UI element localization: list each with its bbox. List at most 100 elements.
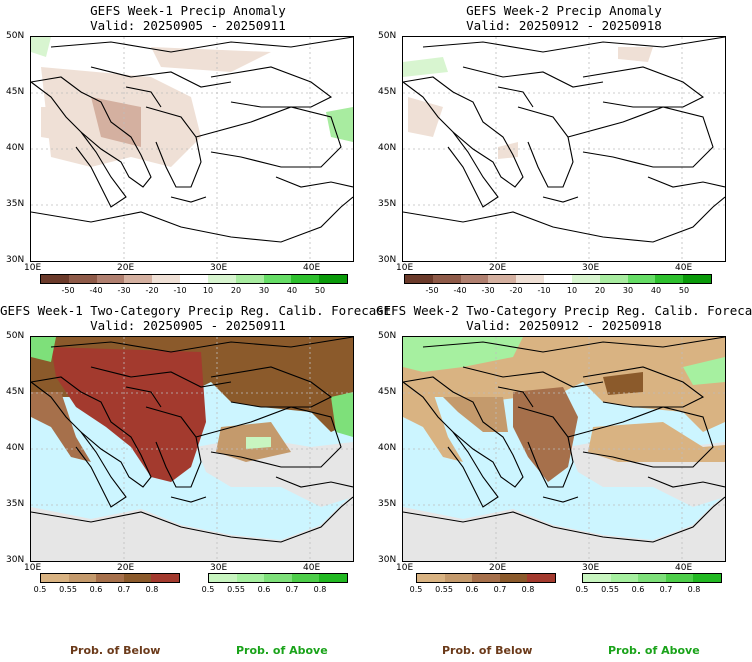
anomaly-colorbar xyxy=(404,274,712,284)
colorbar-tick-label: -30 xyxy=(117,286,131,295)
colorbar-swatch xyxy=(209,574,237,582)
colorbar-tick-label: -10 xyxy=(537,286,551,295)
colorbar-swatch xyxy=(472,574,500,582)
colorbar-swatch xyxy=(488,275,517,283)
lon-label: 20E xyxy=(489,263,507,273)
colorbar-swatch xyxy=(151,574,179,582)
lat-label: 35N xyxy=(378,499,397,509)
colorbar-swatch xyxy=(96,275,125,283)
probability-map xyxy=(402,336,726,562)
lat-label: 50N xyxy=(378,31,397,41)
colorbar-swatch xyxy=(180,275,208,283)
colorbar-swatch xyxy=(96,574,124,582)
panel-valid: Valid: 20250905 - 20250911 xyxy=(90,318,286,333)
colorbar-tick-label: 0.55 xyxy=(227,585,245,594)
lat-label: 50N xyxy=(378,331,397,341)
panel-title: GEFS Week-2 Two-Category Precip Reg. Cal… xyxy=(376,303,752,318)
lat-label: 30N xyxy=(378,255,397,265)
colorbar-tick-label: 0.6 xyxy=(465,585,479,594)
colorbar-swatch xyxy=(41,275,69,283)
lat-label: 40N xyxy=(378,143,397,153)
colorbar-swatch xyxy=(207,275,236,283)
colorbar-swatch xyxy=(683,275,711,283)
lat-label: 35N xyxy=(6,199,25,209)
colorbar-swatch xyxy=(68,574,97,582)
panel-valid: Valid: 20250912 - 20250918 xyxy=(466,18,662,33)
lat-label: 50N xyxy=(6,331,25,341)
colorbar-swatch xyxy=(544,275,572,283)
lon-label: 10E xyxy=(396,563,414,573)
colorbar-swatch xyxy=(693,574,721,582)
prob-below-title: Prob. of Below xyxy=(70,644,161,657)
colorbar-tick-label: 50 xyxy=(678,286,690,295)
lon-label: 40E xyxy=(675,563,693,573)
panel-title: GEFS Week-2 Precip Anomaly xyxy=(466,3,662,18)
anomaly-colorbar xyxy=(40,274,348,284)
colorbar-tick-label: 30 xyxy=(258,286,270,295)
colorbar-tick-label: -20 xyxy=(509,286,523,295)
panel-week1-anomaly: GEFS Week-1 Precip Anomaly Valid: 202509… xyxy=(0,0,376,300)
colorbar-tick-label: 30 xyxy=(622,286,634,295)
colorbar-tick-label: 0.7 xyxy=(493,585,507,594)
colorbar-swatch xyxy=(516,275,545,283)
lat-label: 45N xyxy=(378,387,397,397)
lon-label: 40E xyxy=(675,263,693,273)
lat-label: 50N xyxy=(6,31,25,41)
colorbar-tick-label: 0.8 xyxy=(687,585,701,594)
colorbar-swatch xyxy=(655,275,684,283)
colorbar-tick-label: -50 xyxy=(425,286,439,295)
colorbar-tick-label: -30 xyxy=(481,286,495,295)
lat-label: 30N xyxy=(6,555,25,565)
lat-label: 40N xyxy=(6,443,25,453)
colorbar-swatch xyxy=(417,574,445,582)
colorbar-tick-label: 0.55 xyxy=(435,585,453,594)
colorbar-swatch xyxy=(432,275,461,283)
colorbar-tick-label: 0.5 xyxy=(409,585,423,594)
colorbar-swatch xyxy=(68,275,97,283)
panel-week2-probability: GEFS Week-2 Two-Category Precip Reg. Cal… xyxy=(376,300,752,662)
colorbar-swatch xyxy=(264,574,292,582)
colorbar-tick-label: 0.5 xyxy=(33,585,47,594)
above-colorbar xyxy=(208,573,348,583)
probability-map xyxy=(30,336,354,562)
lon-label: 40E xyxy=(303,263,321,273)
lat-label: 45N xyxy=(6,87,25,97)
lat-label: 35N xyxy=(378,199,397,209)
lat-label: 40N xyxy=(378,443,397,453)
colorbar-swatch xyxy=(152,275,181,283)
lon-label: 30E xyxy=(582,563,600,573)
colorbar-tick-label: 10 xyxy=(566,286,578,295)
panel-valid: Valid: 20250912 - 20250918 xyxy=(466,318,662,333)
prob-above-title: Prob. of Above xyxy=(608,644,700,657)
colorbar-tick-label: 0.8 xyxy=(145,585,159,594)
lon-label: 10E xyxy=(24,263,42,273)
prob-above-title: Prob. of Above xyxy=(236,644,328,657)
colorbar-tick-label: 0.7 xyxy=(659,585,673,594)
colorbar-tick-label: -40 xyxy=(453,286,467,295)
lat-label: 40N xyxy=(6,143,25,153)
anomaly-map xyxy=(402,36,726,262)
panel-title: GEFS Week-1 Two-Category Precip Reg. Cal… xyxy=(0,303,392,318)
colorbar-tick-label: 0.55 xyxy=(59,585,77,594)
colorbar-swatch xyxy=(124,275,153,283)
colorbar-swatch xyxy=(583,574,611,582)
colorbar-tick-label: 0.8 xyxy=(313,585,327,594)
lon-label: 20E xyxy=(489,563,507,573)
colorbar-tick-label: 0.5 xyxy=(201,585,215,594)
colorbar-tick-label: -50 xyxy=(61,286,75,295)
panel-week1-probability: GEFS Week-1 Two-Category Precip Reg. Cal… xyxy=(0,300,392,662)
colorbar-tick-label: 40 xyxy=(650,286,662,295)
anomaly-map xyxy=(30,36,354,262)
panel-valid: Valid: 20250905 - 20250911 xyxy=(90,18,286,33)
colorbar-swatch xyxy=(291,275,320,283)
lat-label: 35N xyxy=(6,499,25,509)
colorbar-swatch xyxy=(444,574,473,582)
prob-below-title: Prob. of Below xyxy=(442,644,533,657)
colorbar-swatch xyxy=(319,275,347,283)
panel-week2-anomaly: GEFS Week-2 Precip Anomaly Valid: 202509… xyxy=(376,0,752,300)
lon-label: 40E xyxy=(303,563,321,573)
colorbar-tick-label: 0.6 xyxy=(89,585,103,594)
lon-label: 10E xyxy=(24,563,42,573)
colorbar-swatch xyxy=(319,574,347,582)
lon-label: 30E xyxy=(210,563,228,573)
